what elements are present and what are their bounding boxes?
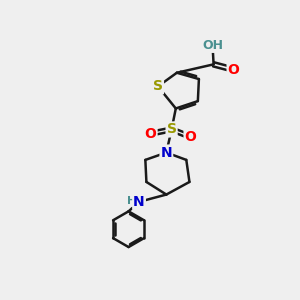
Text: S: S	[167, 122, 177, 136]
Text: N: N	[160, 146, 172, 160]
Text: N: N	[133, 195, 145, 209]
Text: OH: OH	[202, 39, 223, 52]
Text: O: O	[184, 130, 196, 144]
Text: S: S	[153, 80, 163, 93]
Text: H: H	[127, 196, 136, 206]
Text: O: O	[145, 127, 157, 141]
Text: O: O	[228, 63, 239, 76]
